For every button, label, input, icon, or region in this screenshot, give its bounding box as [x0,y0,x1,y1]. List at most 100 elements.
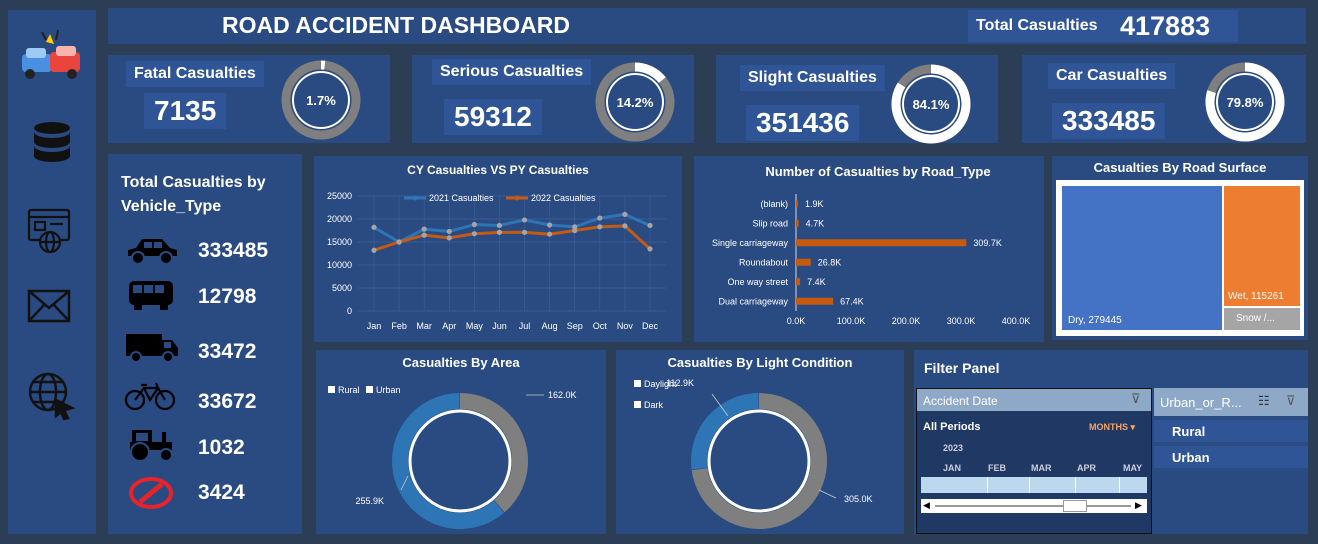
database-icon[interactable] [30,120,74,175]
timeline-scrollbar[interactable]: ◀ ▶ [921,499,1147,513]
scroll-right-icon[interactable]: ▶ [1135,500,1142,510]
car-crash-icon[interactable] [16,26,88,86]
y-tick-label: 10000 [327,260,352,270]
donut-slice [691,393,759,470]
treemap-wet[interactable]: Wet, 115261 [1224,186,1300,306]
total-casualties-value: 417883 [1120,11,1211,41]
y-tick-label: 25000 [327,191,352,201]
x-tick-label: Dec [642,321,659,331]
bar [796,239,967,247]
series-point [421,232,427,238]
vehicle-value: 1032 [198,436,245,459]
timeline-month[interactable]: APR [1077,463,1097,473]
x-tick-label: Mar [416,321,432,331]
scroll-thumb[interactable] [1063,500,1087,512]
kpi-percent-label: 1.7% [306,93,336,108]
series-point [371,224,377,230]
bar-category-label: Slip road [752,218,788,228]
series-point [647,222,653,229]
kpi-label: Serious Casualties [432,59,592,85]
period-dropdown[interactable]: MONTHS ▾ [1089,422,1136,432]
timeline-bar-divider [1119,477,1120,493]
x-tick-label: 200.0K [892,316,921,326]
y-tick-label: 20000 [327,214,352,224]
page-title: ROAD ACCIDENT DASHBOARD [222,12,570,38]
kpi-percent-label: 14.2% [617,95,654,110]
vehicle-row: 12798 [108,276,298,316]
timeline-bar[interactable] [921,477,1147,493]
treemap-snow-label: Snow /... [1236,313,1275,324]
timeline-month[interactable]: MAY [1123,463,1143,473]
bar [796,297,834,305]
timeline-month[interactable]: JAN [943,463,962,473]
x-tick-label: Aug [542,321,558,331]
vehicle-value: 333485 [198,239,269,262]
leader-line [400,475,409,491]
legend-label: 2022 Casualties [531,193,596,203]
line-chart: CY Casualties VS PY Casualties 0 5000 10000… [327,163,666,331]
kpi-value: 351436 [746,105,860,141]
slicer-item-urban[interactable]: Urban [1154,446,1308,468]
donut-slice [691,393,827,529]
timeline-label: Accident Date [923,394,998,408]
kpi-donut-arc [891,64,971,144]
vehicle-row: 33672 [108,378,298,418]
line-chart-panel: CY Casualties VS PY Casualties 0 5000 10000… [314,156,682,342]
header: ROAD ACCIDENT DASHBOARD Total Casualties… [108,8,1306,44]
clear-filter-icon[interactable]: ⊽ [1286,393,1296,408]
treemap-dry-label: Dry, 279445 [1068,315,1122,326]
slicer-item-rural[interactable]: Rural [1154,420,1308,442]
clear-filter-icon[interactable]: ⊽ [1131,391,1141,406]
kpi-serious: Serious Casualties 59312 14.2% [412,55,694,143]
x-tick-label: 100.0K [837,316,866,326]
bar [796,278,801,286]
slicer-item-label: Rural [1172,424,1206,439]
vehicle-row: 3424 [108,474,298,514]
multi-select-icon[interactable]: ☷ [1258,393,1270,408]
period-dropdown-label: MONTHS [1089,422,1128,432]
treemap-dry[interactable]: Dry, 279445 [1062,186,1222,330]
timeline-month[interactable]: MAR [1031,463,1052,473]
series-point [446,228,452,235]
web-settings-icon[interactable] [26,206,76,261]
kpi-value: 333485 [1052,103,1166,139]
x-tick-label: Jan [367,321,382,331]
x-tick-label: Jun [492,321,507,331]
x-tick-label: Jul [519,321,531,331]
treemap-wet-label: Wet, 115261 [1228,291,1284,302]
kpi-donut: 14.2% [595,62,675,142]
bar-category-label: (blank) [760,199,788,209]
scroll-left-icon[interactable]: ◀ [923,500,930,510]
timeline-bar-divider [987,477,988,493]
vehicle-title-line2: Vehicle_Type [121,198,222,215]
treemap-snow[interactable]: Snow /... [1224,308,1300,330]
series-point [471,231,477,237]
road-surface-panel: Casualties By Road Surface Dry, 279445 W… [1052,156,1308,340]
slicer-item-label: Urban [1172,450,1210,465]
tractor-icon [130,430,173,462]
kpi-percent-label: 84.1% [913,97,950,112]
donut-inner-ring [707,409,811,513]
urban-rural-slicer: Urban_or_R... ☷ ⊽ Rural Urban [1154,388,1308,534]
bar-chart-title: Number of Casualties by Road_Type [765,164,990,179]
vehicle-value: 33472 [198,340,257,363]
y-tick-label: 0 [347,306,352,316]
kpi-car: Car Casualties 333485 79.8% [1022,55,1306,143]
series-point [521,229,528,235]
slicer-title: Urban_or_R... [1160,395,1242,410]
series-point [496,222,503,229]
globe-cursor-icon[interactable] [26,370,76,425]
x-tick-label: Nov [617,321,634,331]
series-line [373,212,651,244]
mail-icon[interactable] [26,288,72,329]
legend-swatch [634,401,641,408]
legend-label: Dark [644,400,664,410]
kpi-donut: 79.8% [1205,62,1285,142]
date-timeline: Accident Date ⊽ All Periods MONTHS ▾ 202… [916,388,1152,534]
kpi-label: Car Casualties [1048,63,1176,89]
bar-category-label: Roundabout [739,257,789,267]
series-point [597,224,603,230]
light-panel: Casualties By Light Condition Daylight Dar… [616,350,904,534]
timeline-month[interactable]: FEB [988,463,1006,473]
kpi-label: Fatal Casualties [126,61,264,87]
